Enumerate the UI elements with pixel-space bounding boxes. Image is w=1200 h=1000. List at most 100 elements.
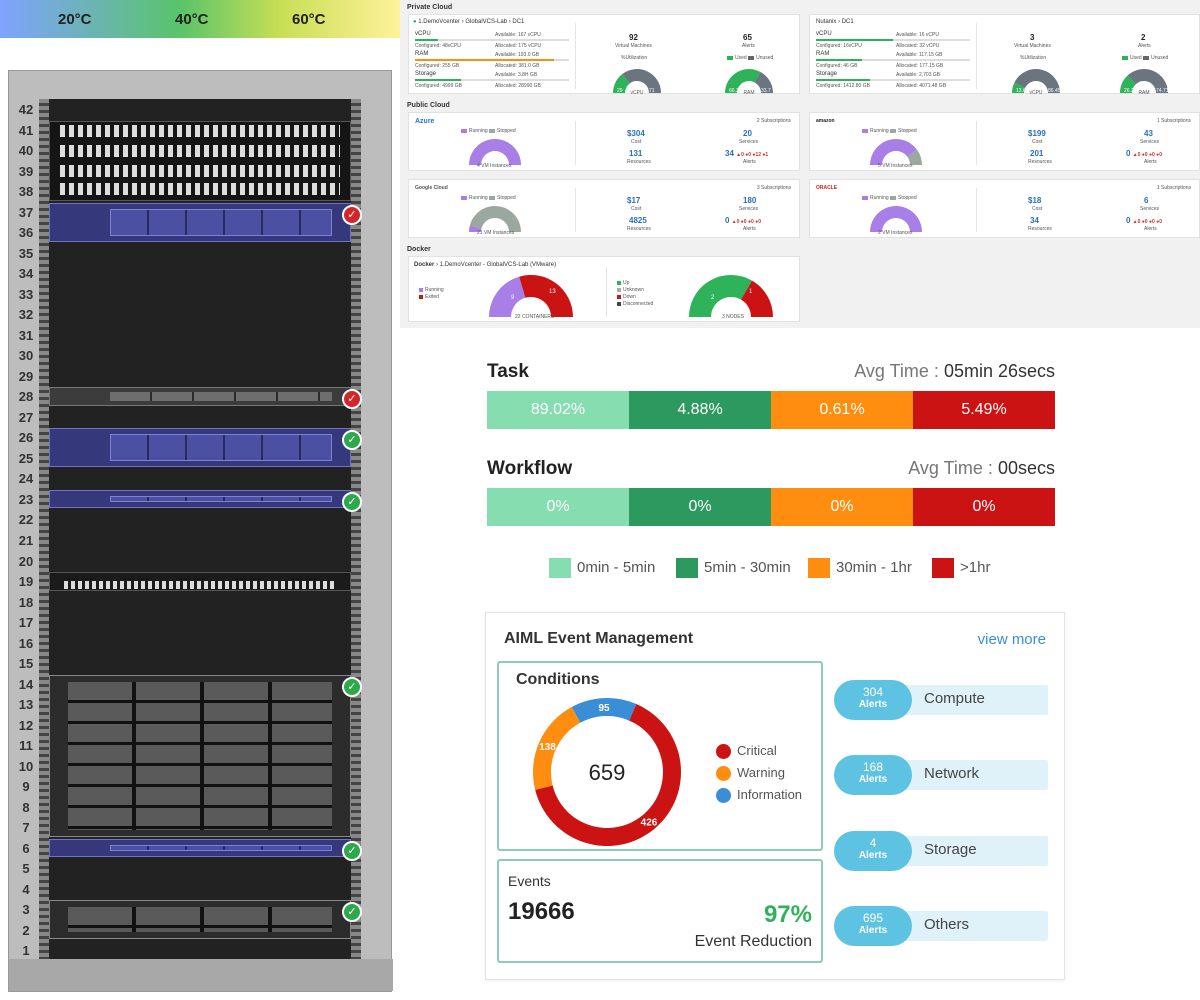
gauge-unused-value: 86.45 [1048,88,1061,94]
alerts-value[interactable]: 0 ▲0 ●0 ●0 ●0 [725,216,761,225]
drive-bays [110,844,332,852]
rack-unit-number: 28 [18,389,34,405]
rack-unit-number: 32 [18,307,34,323]
status-alert-icon[interactable]: ✓ [342,204,362,225]
gauge-unused-value: 33.7 [761,88,771,94]
workflow-segment-30min-1hr[interactable]: 0% [771,488,913,526]
task-segment-5-30min[interactable]: 4.88% [629,391,771,429]
docker-containers-label: 22 CONTAINERS [515,314,555,320]
status-ok-icon[interactable]: ✓ [342,902,362,923]
status-ok-icon[interactable]: ✓ [342,430,362,451]
status-alert-icon[interactable]: ✓ [342,389,362,410]
oracle-card[interactable]: ORACLE 1 Subscriptions Running Stopped 2 2 V… [809,179,1200,238]
vcenter-card[interactable]: ● 1.DemoVcenter › GlobalVCS-Lab › DC1 92… [408,14,800,95]
alerts-value[interactable]: 0 ▲0 ●0 ●0 ●0 [1126,216,1162,225]
amazon-card[interactable]: amazon 1 Subscriptions Running Stopped 4 5 V… [809,112,1200,171]
docker-down-legend: Down [617,294,636,300]
alert-row-others[interactable]: 695 Alerts Others [834,906,1048,946]
alerts-value[interactable]: 34 ▲0 ●0 ●12 ●1 [725,149,769,158]
rack-device-gray[interactable] [49,387,351,406]
task-segment-over-1hr[interactable]: 5.49% [913,391,1055,429]
docker-card[interactable]: Docker › 1.DemoVcenter - GlobalVCS-Lab (… [408,256,800,322]
task-segment-0-5min[interactable]: 89.02% [487,391,629,429]
services-value[interactable]: 6 [1144,196,1149,205]
workflow-segment-5-30min[interactable]: 0% [629,488,771,526]
resources-value[interactable]: 131 [629,149,643,158]
docker-value-a: 2 [711,295,715,301]
services-value[interactable]: 180 [743,196,757,205]
metric-label: vCPU [816,31,832,37]
task-segment-30min-1hr[interactable]: 0.61% [771,391,913,429]
alert-row-compute[interactable]: 304 Alerts Compute [834,680,1048,720]
view-more-link[interactable]: view more [977,631,1046,648]
vm-status-legend: Running Stopped [862,128,917,134]
divider [976,121,977,165]
rack-device-blue[interactable] [49,428,351,468]
rack-unit-number: 34 [18,266,34,282]
resources-value[interactable]: 4825 [629,216,647,225]
resources-value[interactable]: 201 [1030,149,1044,158]
metric-allocated: Allocated: 32 vCPU [896,43,940,49]
rack-device-storage[interactable] [49,674,351,837]
rack-device-patch[interactable] [49,120,351,201]
rack-device-blue[interactable] [49,838,351,858]
metric-bar [816,59,970,61]
rack-unit-number: 15 [18,656,34,672]
cost-value[interactable]: $17 [627,196,641,205]
rack-device-blue[interactable] [49,202,351,242]
nutanix-card[interactable]: Nutanix › DC1 3 Virtual Machines 2 Alert… [809,14,1200,95]
alert-row-network[interactable]: 168 Alerts Network [834,755,1048,795]
rack-device-storage[interactable] [49,900,351,940]
resources-value[interactable]: 34 [1030,216,1039,225]
rack-unit-number: 23 [18,491,34,507]
vm-status-legend: Running Stopped [461,128,516,134]
vcenter-alert-count: 65 [743,33,752,42]
divider [606,267,607,317]
rack-unit-number: 24 [18,471,34,487]
conditions-donut-chart: 95 426 138 659 [533,698,681,846]
alert-row-storage[interactable]: 4 Alerts Storage [834,831,1048,871]
rack-device-blue[interactable] [49,489,351,509]
vm-stopped-arc [907,149,922,165]
alerts-value[interactable]: 0 ▲0 ●0 ●0 ●0 [1126,149,1162,158]
cost-value[interactable]: $304 [627,129,645,138]
rack-device-switch[interactable] [49,572,351,591]
cost-value[interactable]: $199 [1028,129,1046,138]
services-value[interactable]: 20 [743,129,752,138]
workflow-segment-0-5min[interactable]: 0% [487,488,629,526]
status-ok-icon[interactable]: ✓ [342,840,362,861]
vcenter-used-legend: Used Unused [727,55,773,61]
status-ok-icon[interactable]: ✓ [342,676,362,697]
resources-label: Resources [1028,159,1052,165]
metric-bar-fill [415,39,439,41]
legend-5-30min: 5min - 30min [676,558,791,578]
cost-value[interactable]: $18 [1028,196,1042,205]
status-ok-icon[interactable]: ✓ [342,491,362,512]
docker-nodes-label: 3 NODES [722,314,744,320]
google-card[interactable]: Google Cloud 3 Subscriptions Running Stopp… [408,179,800,238]
gauge-unused-arc [1127,69,1168,93]
drive-bays [110,495,332,503]
metric-configured: Configured: 48vCPU [415,43,461,49]
vm-instances-label: 2 VM Instances [878,230,913,236]
vcenter-dc: DC1 [512,19,525,25]
docker-up-legend: Up [617,280,629,286]
rack-rail-right [351,99,361,961]
task-progress-bar: 89.02% 4.88% 0.61% 5.49% [487,391,1055,429]
cost-label: Cost [631,139,642,145]
google-logo: Google Cloud [415,185,448,191]
gauge-unused-value: 71 [649,88,655,94]
alert-unit: Alerts [858,774,888,785]
workflow-segment-over-1hr[interactable]: 0% [913,488,1055,526]
gauge-label: RAM [1138,90,1149,95]
rack-unit-number: 35 [18,245,34,261]
subscriptions-count[interactable]: 2 Subscriptions [756,118,791,124]
subscriptions-count[interactable]: 1 Subscriptions [1156,185,1191,191]
vm-status-legend: Running Stopped [461,195,516,201]
rack-unit-number: 20 [18,553,34,569]
services-value[interactable]: 43 [1144,129,1153,138]
subscriptions-count[interactable]: 1 Subscriptions [1156,118,1191,124]
subscriptions-count[interactable]: 3 Subscriptions [756,185,791,191]
azure-card[interactable]: Azure 2 Subscriptions Running Stopped 4 4 VM… [408,112,800,171]
vm-running-arc [469,225,482,232]
